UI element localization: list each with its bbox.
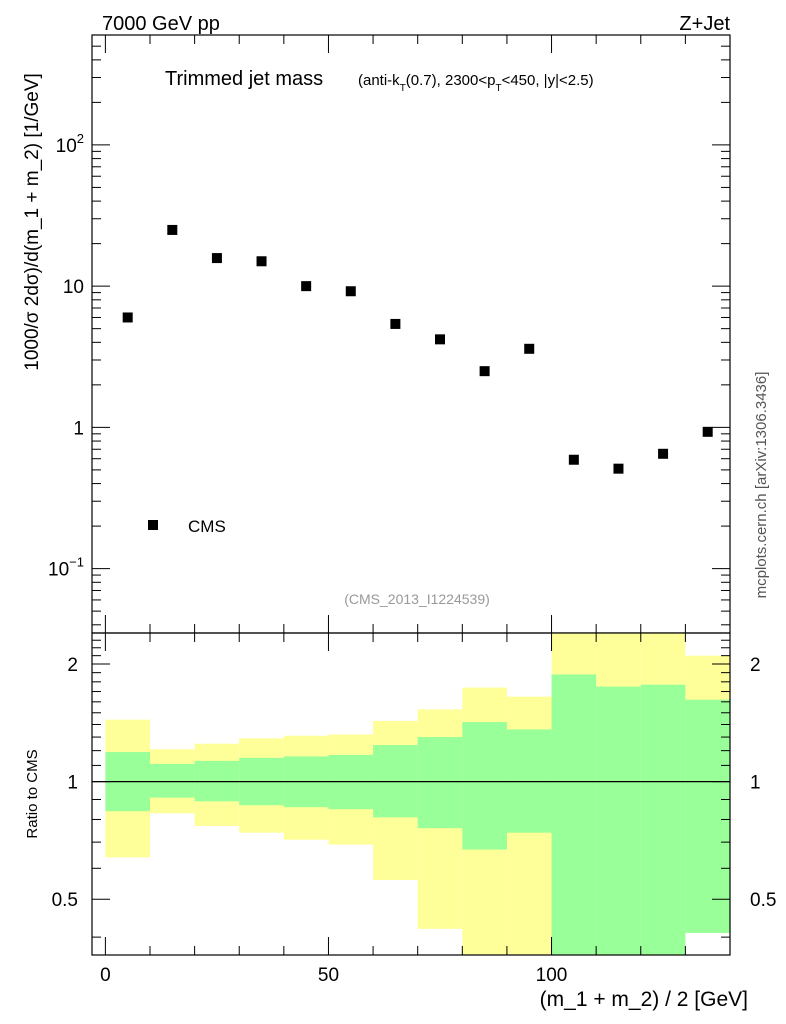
ratio-band-inner [150,763,195,798]
x-tick-label: 100 [536,965,568,986]
main-y-tick-label: 10−1 [48,555,84,581]
ratio-y-tick-label-right: 2 [750,655,761,676]
main-plot-frame [91,34,731,634]
chart-title-main: Trimmed jet mass [165,68,323,90]
data-point [301,281,312,292]
ratio-plot-frame [91,632,731,956]
data-point [479,366,490,377]
ratio-y-tick-label-right: 0.5 [750,890,776,911]
ratio-y-tick-label: 1 [67,773,78,794]
subtitle-suffix: <450, |y|<2.5) [502,72,594,89]
ratio-y-tick-label: 0.5 [52,890,78,911]
ratio-band-inner [596,686,641,955]
ratio-bands [105,633,730,955]
data-point [524,343,535,354]
data-point [613,463,624,474]
data-point [658,448,669,459]
main-y-tick-label: 102 [56,131,84,157]
ratio-band-inner [640,684,686,955]
main-x-ticks [104,35,731,633]
ratio-panel: 0.5 0.5 1 1 2 2 0 50 100 Ratio to CMS (m_1 + m_… [24,632,776,1011]
subtitle-sub2: T [495,83,501,94]
ratio-band-inner [551,674,597,955]
data-point [435,334,445,345]
ratio-y-tick-label-right: 1 [750,773,761,794]
legend-label: CMS [188,517,226,536]
side-credit-label: mcplots.cern.ch [arXiv:1306.3436] [753,372,770,599]
subtitle-sub1: T [400,83,406,94]
main-y-tick-label: 10 [63,277,84,298]
main-y-ticks: 10−1 1 10 102 [48,34,730,626]
main-y-axis-label: 1000/σ 2dσ)/d(m_1 + m_2) [1/GeV] [22,73,43,371]
x-axis-label: (m_1 + m_2) / 2 [GeV] [540,988,748,1011]
energy-label: 7000 GeV pp [102,13,220,35]
ratio-y-axis-label: Ratio to CMS [24,749,41,838]
chart-subtitle: (anti-kT(0.7), 2300<pT<450, |y|<2.5) [358,72,594,94]
process-label: Z+Jet [679,13,730,35]
subtitle-middle: (0.7), 2300<p [406,72,496,89]
main-data-points [122,224,713,474]
ratio-y-ticks: 0.5 0.5 1 1 2 2 [52,639,776,938]
ratio-band-inner [685,699,730,933]
data-point [256,256,267,267]
subtitle-prefix: (anti-k [358,72,400,89]
data-point [345,286,356,297]
ratio-band-inner [462,722,507,850]
data-point [702,426,713,437]
chart-title: Trimmed jet mass [165,68,323,90]
legend-marker [148,520,158,530]
data-point [390,318,401,329]
data-point [167,224,178,235]
data-point [568,454,579,465]
data-point [122,312,133,323]
main-y-tick-label: 1 [73,418,84,439]
x-tick-label: 0 [100,965,111,986]
ratio-y-tick-label: 2 [67,655,78,676]
x-tick-label: 50 [318,965,339,986]
data-point [211,253,222,264]
ratio-band-inner [417,737,463,829]
analysis-id: (CMS_2013_I1224539) [344,591,490,607]
